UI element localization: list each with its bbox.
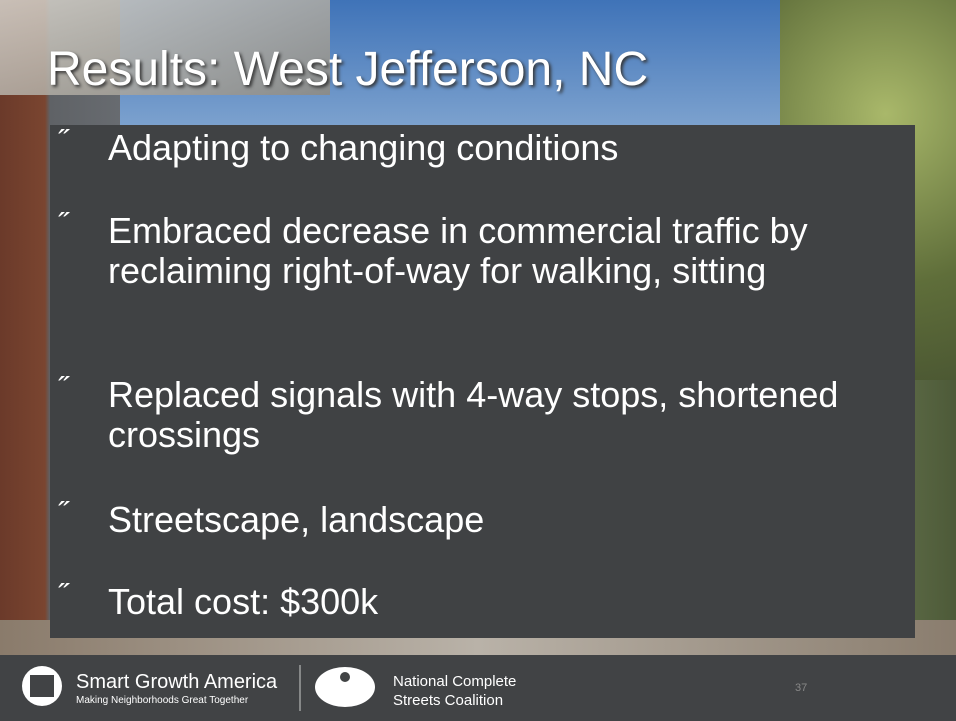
bullet-glyph: ˝ bbox=[58, 205, 68, 245]
footer: Smart Growth America Making Neighborhood… bbox=[0, 655, 956, 721]
logo2-line2: Streets Coalition bbox=[393, 692, 503, 709]
bullet-text: Streetscape, landscape bbox=[108, 500, 908, 540]
bullet-text: Embraced decrease in commercial traffic … bbox=[108, 211, 908, 291]
bullet-text: Total cost: $300k bbox=[108, 582, 908, 622]
slide-title: Results: West Jefferson, NC bbox=[47, 42, 648, 97]
logo2-line1: National Complete bbox=[393, 673, 516, 690]
logo1-name: Smart Growth America bbox=[76, 671, 277, 694]
bullet-text: Adapting to changing conditions bbox=[108, 128, 908, 168]
bullet-box: ˝ Adapting to changing conditions ˝ Embrace… bbox=[50, 125, 915, 638]
bullet-text: Replaced signals with 4-way stops, short… bbox=[108, 375, 908, 455]
bullet-glyph: ˝ bbox=[58, 122, 68, 162]
bullet-glyph: ˝ bbox=[58, 576, 68, 616]
page-number: 37 bbox=[795, 682, 807, 694]
bullet-glyph: ˝ bbox=[58, 494, 68, 534]
logo1-tagline: Making Neighborhoods Great Together bbox=[76, 695, 248, 706]
bullet-glyph: ˝ bbox=[58, 369, 68, 409]
slide: Results: West Jefferson, NC ˝ Adapting to… bbox=[0, 0, 956, 721]
sga-icon-grid bbox=[30, 675, 54, 697]
ncsc-icon-figure bbox=[340, 672, 350, 682]
